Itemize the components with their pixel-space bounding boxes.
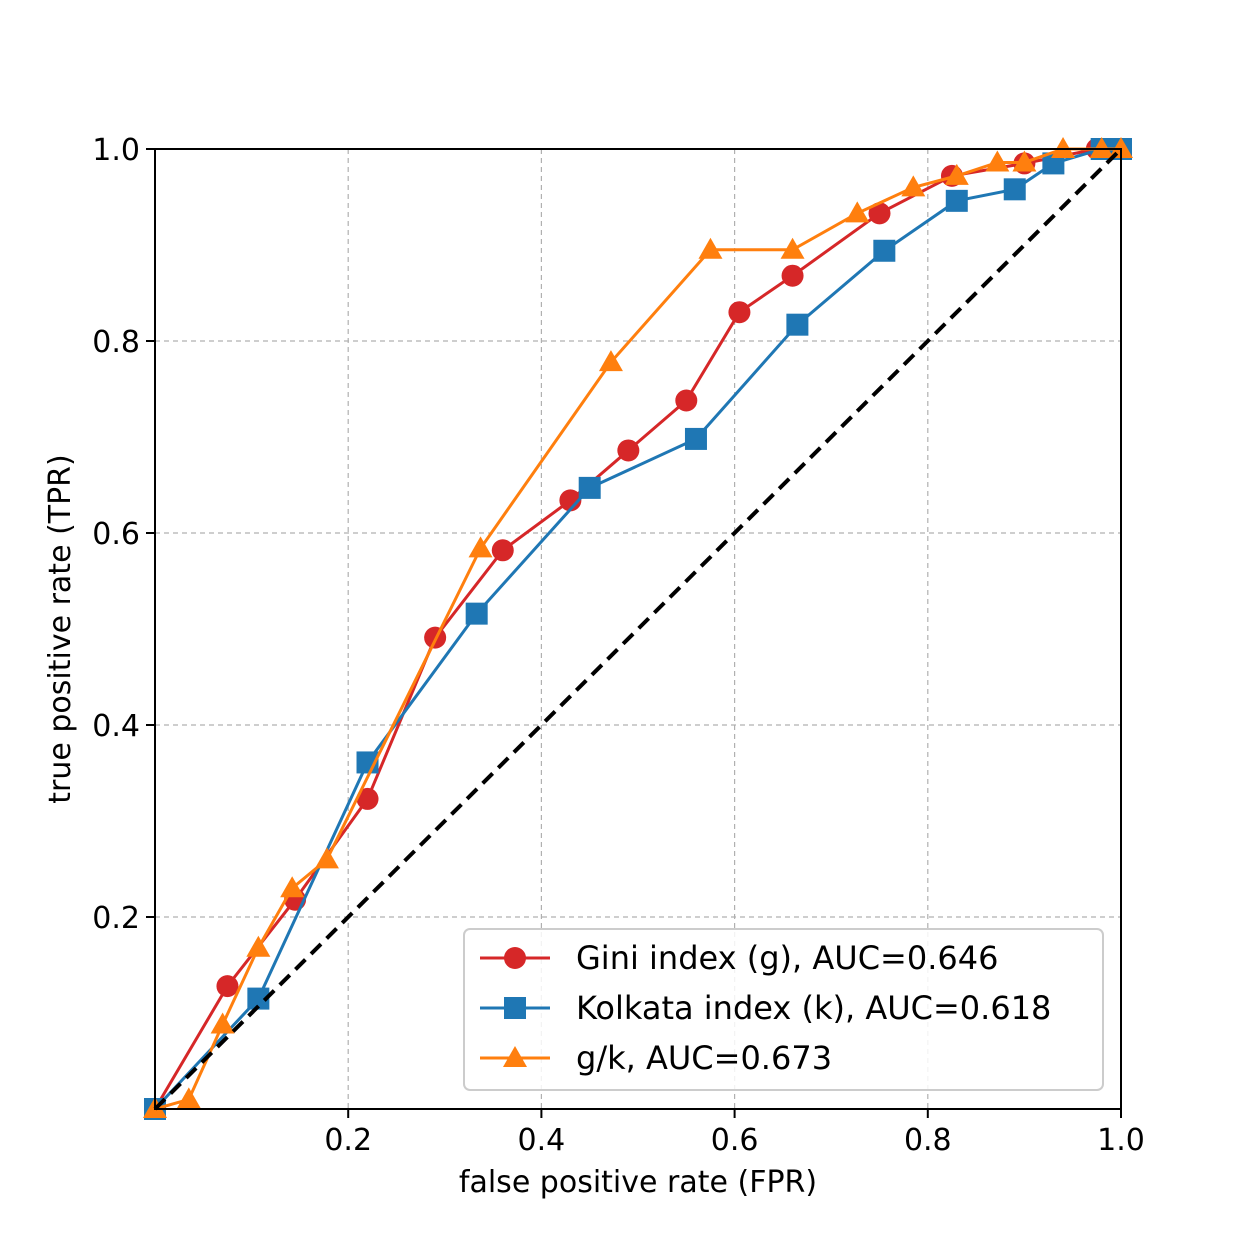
- data-point-gini: [491, 539, 514, 562]
- data-point-gk: [598, 350, 623, 372]
- data-point-gk: [314, 847, 339, 869]
- series-line-gk: [154, 147, 1121, 1111]
- data-point-gk: [698, 237, 723, 259]
- legend-marker-kolkata: [504, 997, 526, 1019]
- data-point-gk: [1051, 137, 1076, 158]
- data-point-gk: [1089, 137, 1114, 158]
- legend: Gini index (g), AUC=0.646 Kolkata index …: [463, 928, 1104, 1091]
- data-point-kolkata: [945, 189, 968, 212]
- plot-frame: [154, 148, 1122, 1110]
- data-point-gk: [176, 1087, 201, 1109]
- data-point-gini: [781, 264, 804, 287]
- data-point-gk: [780, 237, 805, 259]
- x-tick-label: 0.8: [904, 1123, 952, 1158]
- grid: [155, 149, 1121, 1109]
- x-tick-label: 0.4: [518, 1123, 566, 1158]
- data-point-gk: [468, 536, 493, 558]
- data-point-gini: [868, 202, 891, 225]
- data-point-gini: [728, 301, 751, 324]
- x-tick-label: 0.2: [324, 1123, 372, 1158]
- data-point-gk: [280, 876, 305, 898]
- y-tick-label: 0.6: [92, 517, 140, 552]
- legend-label-gini: Gini index (g), AUC=0.646: [576, 939, 998, 977]
- legend-marker-gini: [504, 947, 526, 969]
- y-tick-label: 0.4: [92, 709, 140, 744]
- data-point-gini: [559, 489, 582, 512]
- data-point-kolkata: [465, 602, 488, 625]
- data-point-kolkata: [1003, 178, 1026, 201]
- data-point-gk: [845, 201, 870, 223]
- x-tick-label: 1.0: [1097, 1123, 1145, 1158]
- data-point-gini: [216, 975, 239, 998]
- data-point-kolkata: [786, 313, 809, 336]
- y-tick-label: 1.0: [92, 133, 140, 168]
- data-point-gk: [985, 150, 1010, 172]
- ticks: 0.2 0.4 0.6 0.8 1.0 0.2 0.4 0.6 0.8 1.0: [92, 133, 1145, 1158]
- series-kolkata: [144, 138, 1132, 1120]
- x-tick-label: 0.6: [711, 1123, 759, 1158]
- data-point-kolkata: [873, 239, 896, 262]
- legend-box: [463, 928, 1104, 1091]
- y-axis-title: true positive rate (TPR): [43, 454, 78, 803]
- legend-marker-gk: [503, 1046, 527, 1067]
- data-point-kolkata: [684, 427, 707, 450]
- legend-label-kolkata: Kolkata index (k), AUC=0.618: [576, 989, 1051, 1027]
- data-point-gk: [1012, 150, 1037, 172]
- data-point-gini: [356, 787, 379, 810]
- series-group: [143, 137, 1133, 1120]
- data-point-gk: [246, 935, 271, 957]
- data-point-kolkata: [247, 987, 270, 1010]
- legend-markers: [480, 947, 550, 1067]
- diagonal-reference-line: [153, 147, 1123, 1111]
- data-point-gk: [944, 163, 969, 185]
- data-point-kolkata: [578, 476, 601, 499]
- data-point-gk: [210, 1012, 235, 1034]
- legend-label-gk: g/k, AUC=0.673: [576, 1039, 832, 1077]
- data-point-gini: [675, 389, 698, 412]
- y-tick-label: 0.8: [92, 325, 140, 360]
- data-point-gini: [617, 439, 640, 462]
- data-point-gk: [901, 175, 926, 197]
- y-tick-label: 0.2: [92, 901, 140, 936]
- x-axis-title: false positive rate (FPR): [459, 1165, 817, 1200]
